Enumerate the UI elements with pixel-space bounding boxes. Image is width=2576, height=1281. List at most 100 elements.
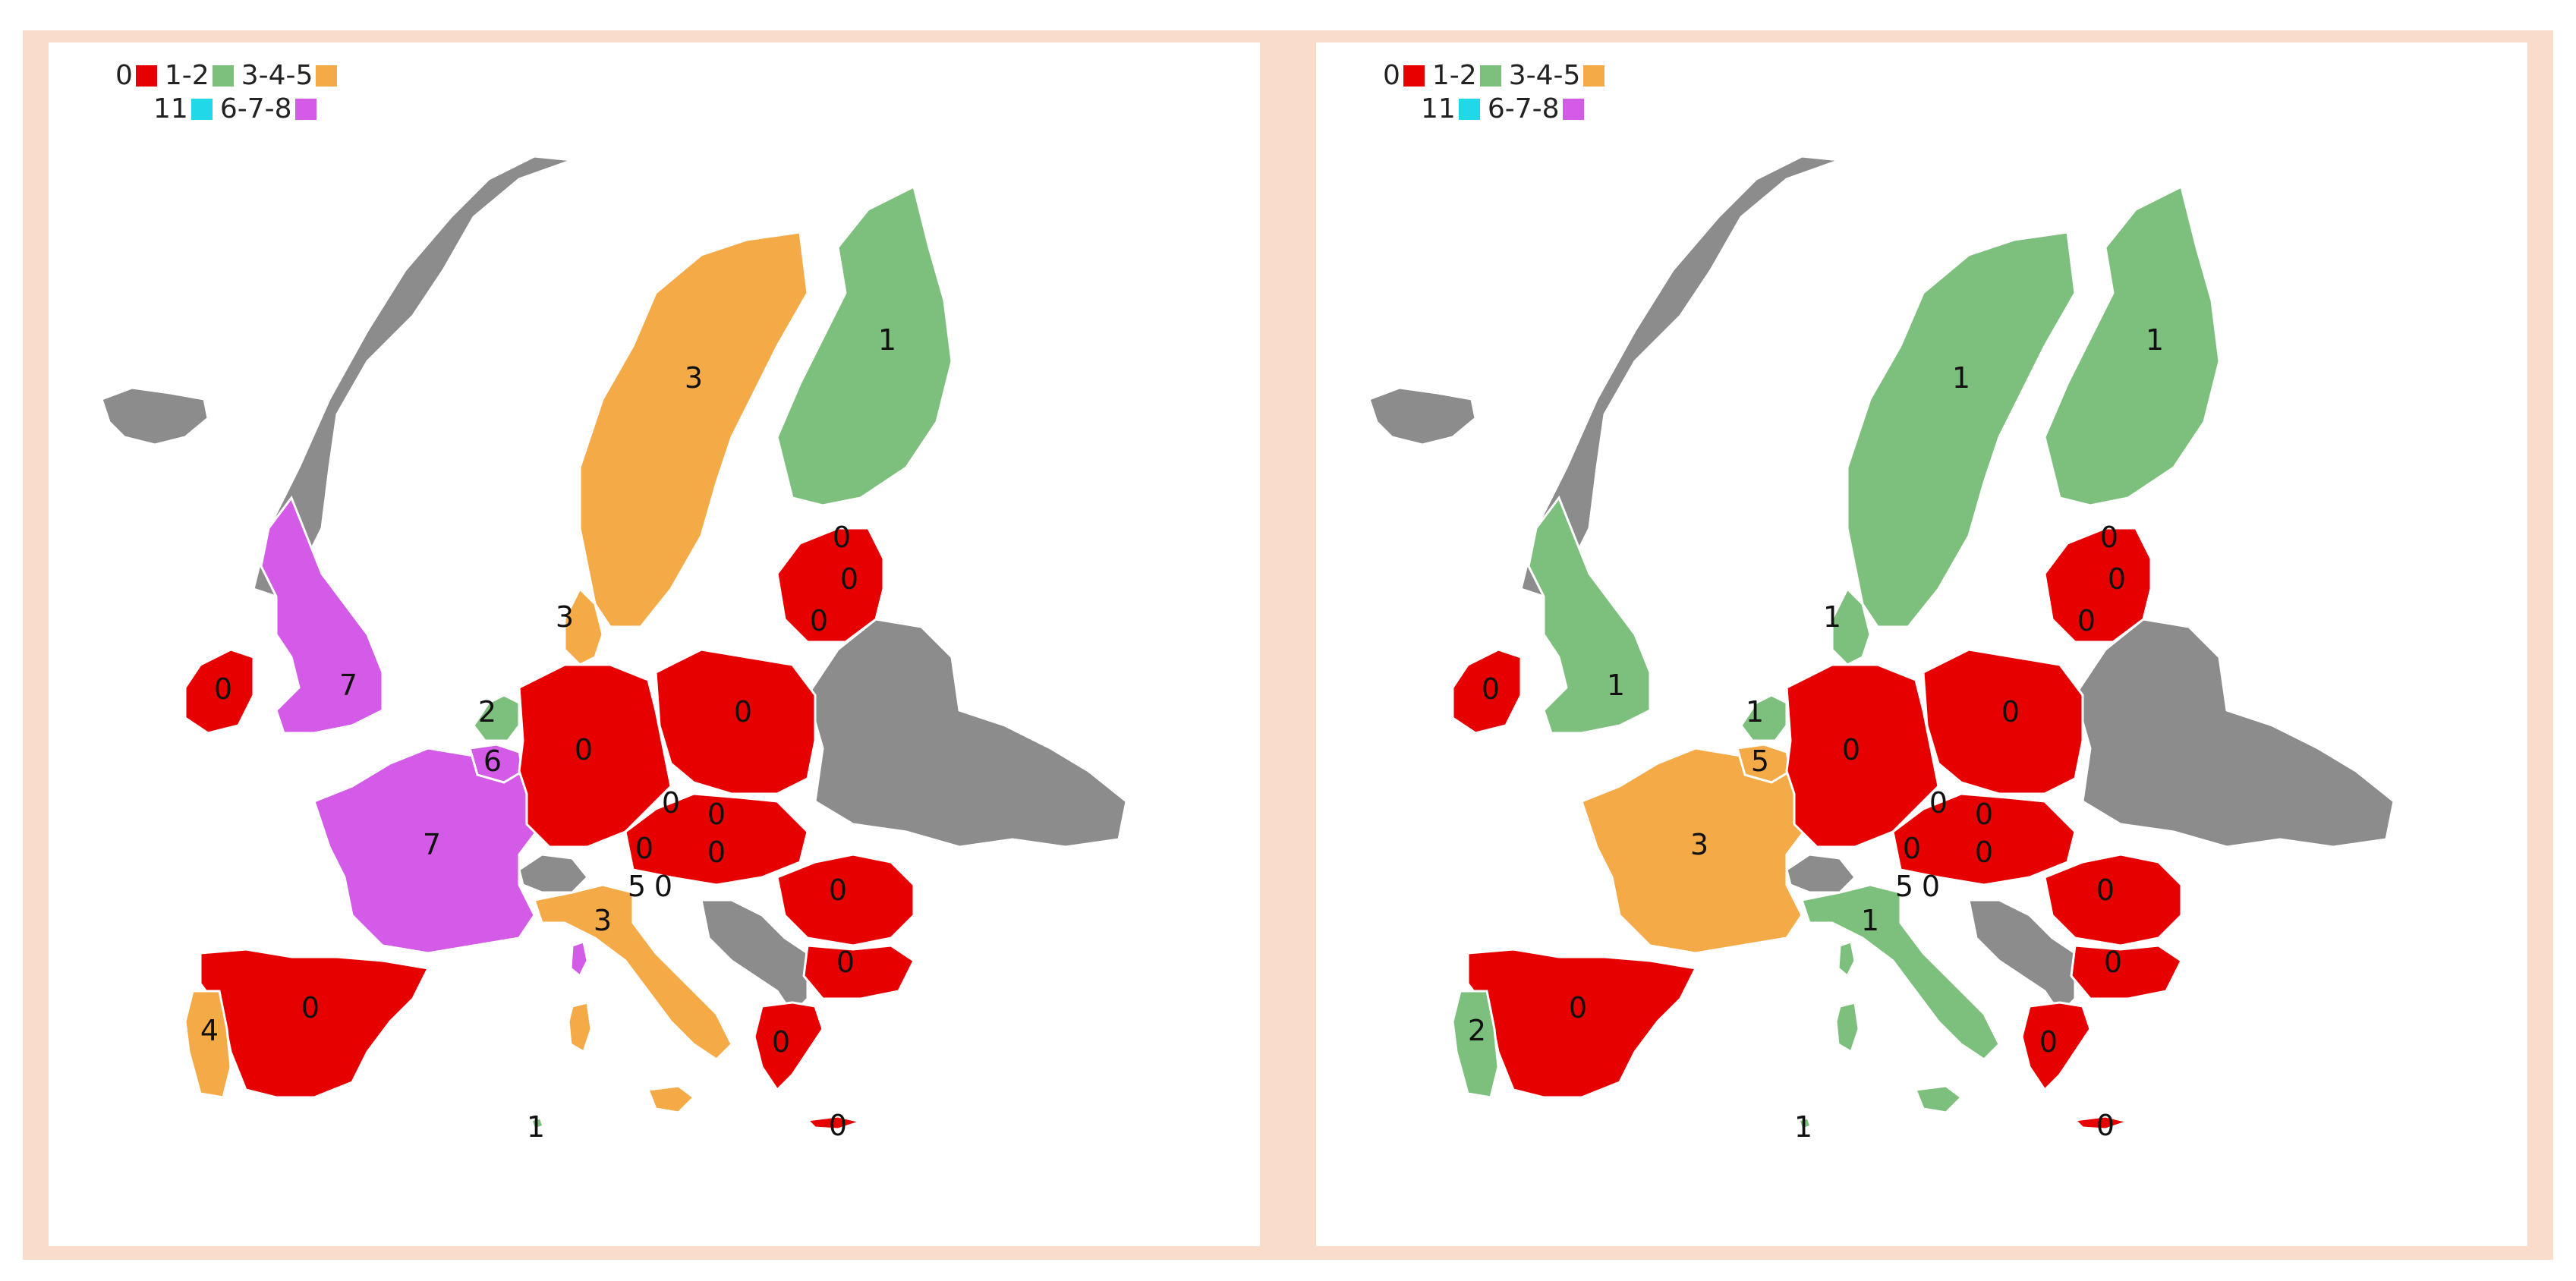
label-france: 3 — [1690, 828, 1708, 861]
label-germany: 0 — [575, 733, 593, 766]
label-netherlands: 1 — [1746, 695, 1764, 729]
legend-label-three-four-five: 3-4-5 — [241, 60, 313, 91]
legend-row-1: 0 1-2 3-4-5 — [1383, 59, 1612, 93]
region-ireland — [184, 648, 255, 735]
region-cyprus — [2072, 1115, 2133, 1131]
label-czech: 0 — [662, 786, 680, 820]
legend-label-six-seven-eight: 6-7-8 — [1487, 93, 1560, 124]
label-austria: 0 — [635, 832, 653, 865]
legend-row-2: 11 6-7-8 — [1421, 93, 1612, 126]
region-uk — [1527, 495, 1652, 735]
region-sardinia — [567, 1001, 593, 1054]
region-romania — [2043, 853, 2183, 947]
label-bulgaria: 0 — [836, 946, 855, 979]
region-central — [624, 792, 809, 886]
legend-label-one-two: 1-2 — [1431, 60, 1477, 91]
label-belgium: 5 — [1751, 744, 1769, 778]
label-malta: 1 — [527, 1110, 545, 1144]
map-legend: 0 1-2 3-4-5 11 6-7-8 — [115, 59, 345, 126]
label-estonia: 0 — [2100, 521, 2118, 554]
legend-swatch-orange — [316, 65, 338, 87]
label-sweden: 1 — [1952, 361, 1970, 395]
label-latvia: 0 — [840, 562, 858, 596]
region-netherlands — [1740, 694, 1788, 742]
legend-swatch-red — [1403, 65, 1425, 87]
label-slovenia: 5 — [1895, 870, 1913, 903]
region-sicily — [1913, 1084, 1963, 1114]
label-estonia: 0 — [833, 521, 851, 554]
region-germany — [518, 663, 672, 848]
region-sardinia — [1834, 1001, 1860, 1054]
region-bulgaria — [2070, 944, 2183, 1000]
label-france: 7 — [423, 828, 441, 861]
region-iceland — [1368, 386, 1477, 446]
legend-swatch-cyan — [191, 99, 213, 120]
label-denmark: 3 — [556, 600, 574, 634]
label-italy: 3 — [594, 904, 612, 937]
legend-row-2: 11 6-7-8 — [153, 93, 345, 126]
legend-swatch-red — [135, 65, 157, 87]
region-baltics — [2043, 527, 2152, 644]
region-switzerland — [1785, 853, 1857, 894]
region-portugal — [184, 990, 232, 1099]
region-portugal — [1451, 990, 1500, 1099]
label-bulgaria: 0 — [2104, 946, 2122, 979]
label-romania: 0 — [829, 873, 847, 907]
figure-frame: 3 1 3 7 0 2 6 7 0 0 0 0 0 0 0 0 0 5 0 0 … — [23, 30, 2553, 1260]
region-netherlands — [472, 694, 521, 742]
label-slovenia: 5 — [628, 870, 646, 903]
legend-label-six-seven-eight: 6-7-8 — [219, 93, 292, 124]
legend-swatch-green — [212, 65, 234, 87]
region-germany — [1785, 663, 1940, 848]
region-cyprus — [805, 1115, 865, 1131]
legend-label-zero: 0 — [115, 60, 133, 91]
label-greece: 0 — [2039, 1025, 2058, 1059]
region-poland — [654, 648, 817, 795]
label-spain: 0 — [301, 991, 320, 1024]
label-finland: 1 — [2146, 323, 2164, 357]
label-greece: 0 — [772, 1025, 790, 1059]
label-finland: 1 — [878, 323, 896, 357]
label-denmark: 1 — [1823, 600, 1841, 634]
label-uk: 1 — [1607, 669, 1625, 702]
europe-map: 3 1 3 7 0 2 6 7 0 0 0 0 0 0 0 0 0 5 0 0 … — [100, 155, 1128, 1144]
legend-swatch-green — [1479, 65, 1501, 87]
label-malta: 1 — [1794, 1110, 1812, 1144]
label-netherlands: 2 — [478, 695, 496, 729]
region-switzerland — [518, 853, 590, 894]
region-uk — [260, 495, 384, 735]
legend-label-eleven: 11 — [1421, 93, 1456, 124]
legend-swatch-orange — [1583, 65, 1605, 87]
legend-label-three-four-five: 3-4-5 — [1508, 60, 1581, 91]
label-portugal: 2 — [1468, 1014, 1486, 1047]
legend-label-zero: 0 — [1383, 60, 1400, 91]
region-denmark — [563, 587, 604, 666]
label-slovakia: 0 — [707, 798, 726, 831]
label-portugal: 4 — [200, 1014, 219, 1047]
region-sicily — [646, 1084, 696, 1114]
legend-swatch-cyan — [1458, 99, 1480, 120]
label-austria: 0 — [1903, 832, 1921, 865]
map-panel-right: 1 1 1 1 0 1 5 3 0 0 0 0 0 0 0 0 0 5 0 0 … — [1316, 42, 2527, 1246]
legend-label-eleven: 11 — [153, 93, 188, 124]
region-malta — [530, 1116, 545, 1131]
label-spain: 0 — [1569, 991, 1587, 1024]
label-cyprus: 0 — [829, 1109, 847, 1142]
map-panel-left: 3 1 3 7 0 2 6 7 0 0 0 0 0 0 0 0 0 5 0 0 … — [49, 42, 1260, 1246]
map-legend: 0 1-2 3-4-5 11 6-7-8 — [1383, 59, 1612, 126]
region-eastern — [2074, 618, 2395, 848]
region-italy — [533, 883, 733, 1061]
region-iceland — [100, 386, 209, 446]
label-ireland: 0 — [214, 672, 232, 706]
region-greece — [753, 1001, 824, 1092]
label-italy: 1 — [1861, 904, 1879, 937]
region-corsica — [1837, 940, 1856, 978]
label-cyprus: 0 — [2096, 1109, 2115, 1142]
label-sweden: 3 — [685, 361, 703, 395]
region-france — [1580, 747, 1811, 955]
region-greece — [2020, 1001, 2092, 1092]
label-ireland: 0 — [1482, 672, 1500, 706]
label-slovakia: 0 — [1975, 798, 1993, 831]
label-lithuania: 0 — [810, 604, 828, 637]
label-hungary: 0 — [1975, 836, 1993, 869]
